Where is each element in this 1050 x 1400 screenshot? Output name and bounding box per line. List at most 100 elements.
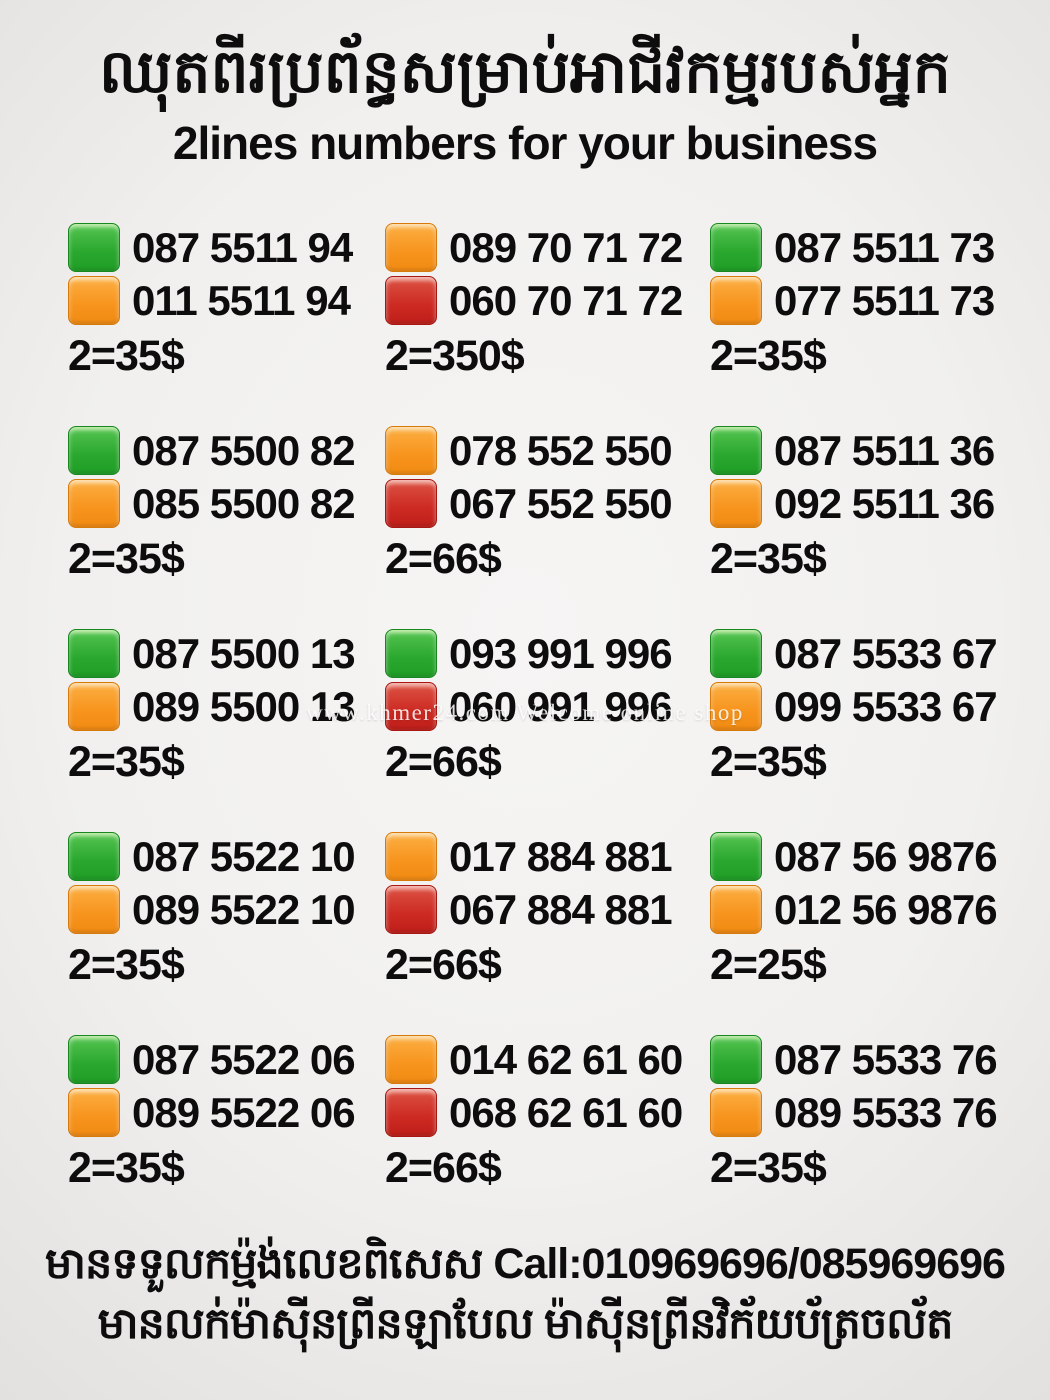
orange-square-icon [710, 276, 762, 325]
number-line: 089 70 71 72 [385, 223, 710, 272]
red-square-icon [385, 276, 437, 325]
number-line: 093 991 996 [385, 629, 710, 678]
phone-number: 089 5522 10 [132, 885, 356, 933]
number-line: 087 5533 67 [710, 629, 1020, 678]
price-label: 2=66$ [385, 941, 502, 989]
number-line: 067 552 550 [385, 479, 710, 528]
price-label: 2=35$ [710, 738, 827, 786]
phone-number: 092 5511 36 [774, 479, 995, 527]
red-square-icon [385, 885, 437, 934]
price-label: 2=35$ [68, 332, 185, 380]
number-pair-card: 093 991 996 060 991 996 2=66$ [385, 629, 710, 833]
orange-square-icon [385, 223, 437, 272]
phone-number: 087 5533 67 [774, 629, 998, 677]
phone-number: 099 5533 67 [774, 682, 998, 730]
price-label: 2=66$ [385, 738, 502, 786]
phone-number: 087 5511 36 [774, 426, 995, 474]
price-label: 2=35$ [68, 738, 185, 786]
green-square-icon [710, 832, 762, 881]
orange-square-icon [68, 276, 120, 325]
phone-number: 087 5522 10 [132, 832, 356, 880]
orange-square-icon [710, 1088, 762, 1137]
orange-square-icon [68, 885, 120, 934]
number-pair-card: 087 56 9876 012 56 9876 2=25$ [710, 832, 1020, 1036]
footer-order-line: មានទទួលកម្ម៉ង់លេខពិសេស Call:010969696/08… [45, 1240, 1006, 1288]
number-line: 087 5522 06 [68, 1035, 385, 1084]
number-pair-card: 089 70 71 72 060 70 71 72 2=350$ [385, 223, 710, 427]
green-square-icon [710, 629, 762, 678]
green-square-icon [68, 426, 120, 475]
number-line: 078 552 550 [385, 426, 710, 475]
number-line: 014 62 61 60 [385, 1035, 710, 1084]
phone-number: 085 5500 82 [132, 479, 356, 527]
phone-number: 089 5522 06 [132, 1088, 356, 1136]
number-line: 087 5533 76 [710, 1035, 1020, 1084]
phone-number: 089 70 71 72 [449, 223, 683, 271]
number-line: 089 5533 76 [710, 1088, 1020, 1137]
phone-number: 068 62 61 60 [449, 1088, 683, 1136]
price-label: 2=25$ [710, 941, 827, 989]
number-line: 068 62 61 60 [385, 1088, 710, 1137]
orange-square-icon [710, 682, 762, 731]
number-line: 087 5522 10 [68, 832, 385, 881]
price-label: 2=35$ [68, 941, 185, 989]
phone-number: 078 552 550 [449, 426, 673, 474]
number-line: 011 5511 94 [68, 276, 385, 325]
green-square-icon [68, 223, 120, 272]
red-square-icon [385, 479, 437, 528]
number-line: 092 5511 36 [710, 479, 1020, 528]
phone-number: 060 70 71 72 [449, 276, 683, 324]
green-square-icon [710, 426, 762, 475]
number-line: 060 991 996 [385, 682, 710, 731]
orange-square-icon [710, 479, 762, 528]
number-line: 089 5500 13 [68, 682, 385, 731]
phone-number: 087 56 9876 [774, 832, 998, 880]
price-label: 2=350$ [385, 332, 525, 380]
phone-number: 014 62 61 60 [449, 1035, 683, 1083]
phone-number: 067 552 550 [449, 479, 673, 527]
number-line: 085 5500 82 [68, 479, 385, 528]
number-pair-card: 087 5511 73 077 5511 73 2=35$ [710, 223, 1020, 427]
number-pairs-grid: 087 5511 94 011 5511 94 2=35$ 089 70 71 72 0… [68, 223, 1020, 1239]
green-square-icon [68, 629, 120, 678]
number-line: 087 56 9876 [710, 832, 1020, 881]
number-pair-card: 087 5500 13 089 5500 13 2=35$ [68, 629, 385, 833]
green-square-icon [68, 832, 120, 881]
number-pair-card: 087 5533 76 089 5533 76 2=35$ [710, 1035, 1020, 1239]
number-line: 087 5511 94 [68, 223, 385, 272]
number-line: 087 5511 36 [710, 426, 1020, 475]
footer-machines-line: មានលក់ម៉ាស៊ីនព្រីនឡាបែល ម៉ាស៊ីនព្រីនវិក័… [97, 1300, 954, 1348]
orange-square-icon [385, 832, 437, 881]
number-pair-card: 087 5511 94 011 5511 94 2=35$ [68, 223, 385, 427]
number-line: 012 56 9876 [710, 885, 1020, 934]
number-line: 099 5533 67 [710, 682, 1020, 731]
orange-square-icon [710, 885, 762, 934]
phone-number: 067 884 881 [449, 885, 673, 933]
number-pair-card: 087 5500 82 085 5500 82 2=35$ [68, 426, 385, 630]
number-pair-card: 017 884 881 067 884 881 2=66$ [385, 832, 710, 1036]
orange-square-icon [68, 1088, 120, 1137]
phone-number: 077 5511 73 [774, 276, 995, 324]
phone-number: 087 5500 13 [132, 629, 356, 677]
price-label: 2=66$ [385, 535, 502, 583]
red-square-icon [385, 1088, 437, 1137]
green-square-icon [385, 629, 437, 678]
phone-number: 087 5533 76 [774, 1035, 998, 1083]
number-line: 087 5500 82 [68, 426, 385, 475]
number-line: 087 5500 13 [68, 629, 385, 678]
price-label: 2=35$ [710, 332, 827, 380]
poster-subtitle: 2lines numbers for your business [172, 117, 878, 169]
phone-number: 089 5500 13 [132, 682, 356, 730]
orange-square-icon [385, 1035, 437, 1084]
number-line: 089 5522 06 [68, 1088, 385, 1137]
red-square-icon [385, 682, 437, 731]
number-pair-card: 087 5533 67 099 5533 67 2=35$ [710, 629, 1020, 833]
phone-number: 060 991 996 [449, 682, 673, 730]
number-line: 067 884 881 [385, 885, 710, 934]
number-pair-card: 087 5522 10 089 5522 10 2=35$ [68, 832, 385, 1036]
number-pair-card: 087 5511 36 092 5511 36 2=35$ [710, 426, 1020, 630]
number-line: 017 884 881 [385, 832, 710, 881]
green-square-icon [710, 1035, 762, 1084]
number-pair-card: 014 62 61 60 068 62 61 60 2=66$ [385, 1035, 710, 1239]
